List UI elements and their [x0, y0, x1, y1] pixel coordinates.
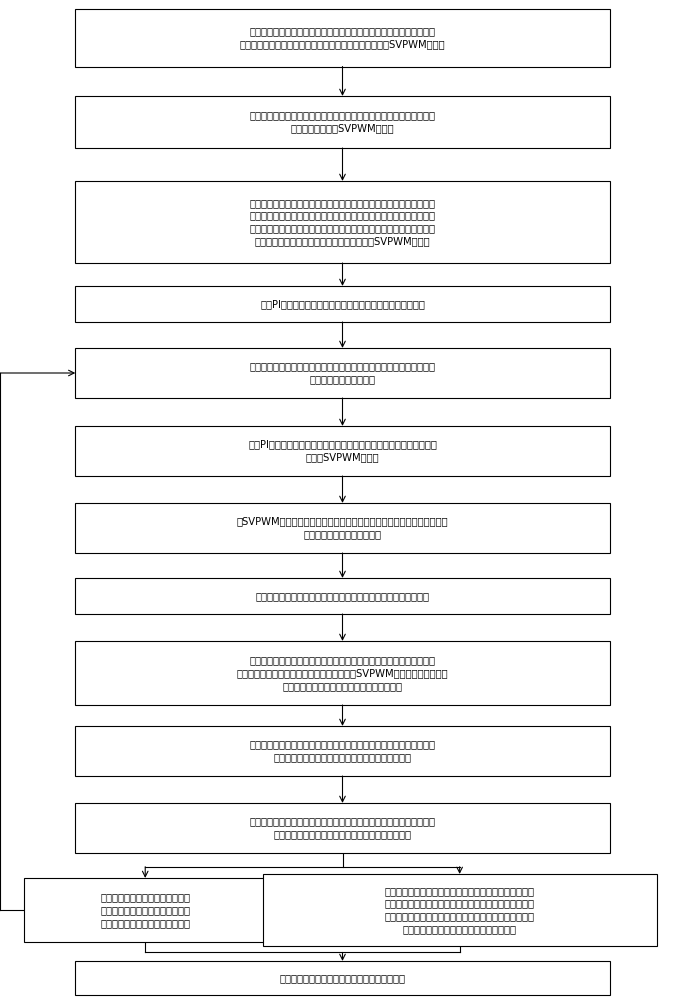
- FancyBboxPatch shape: [75, 426, 610, 476]
- Text: 采用第二电流互感器采集三相转子电流，将三相转子电流
进行克拉克变换和帕克变换，获得反馈转子电流，并将反
馈转子电流与给定转子励磁电流进行比较做差，将偏差值
发送: 采用第二电流互感器采集三相转子电流，将三相转子电流 进行克拉克变换和帕克变换，获…: [385, 886, 534, 934]
- Text: 当电机转子的转动频率与目标频率相等时，结束: 当电机转子的转动频率与目标频率相等时，结束: [279, 973, 406, 983]
- Text: 采用码盘检测电机转子的实际转动频率，并将实际转动频率进行角度变
换，获得实际转子机械空间电角度，并反馈至SVPWM模块，实现对励磁电
流空间磁链电角度调节，即对: 采用码盘检测电机转子的实际转动频率，并将实际转动频率进行角度变 换，获得实际转子…: [237, 655, 448, 691]
- Text: 在SVPWM模块中采用空间矢量调制方法对参考电压矢量进行处理，获得逆
变器中六个开关管的控制信号: 在SVPWM模块中采用空间矢量调制方法对参考电压矢量进行处理，获得逆 变器中六个…: [237, 517, 448, 539]
- FancyBboxPatch shape: [75, 503, 610, 553]
- FancyBboxPatch shape: [75, 961, 610, 995]
- FancyBboxPatch shape: [75, 348, 610, 398]
- Text: 采用设置于电机定子上的电机位置传感器获得电机转子的初始机械空间
电角度，并发送至SVPWM模块中: 采用设置于电机定子上的电机位置传感器获得电机转子的初始机械空间 电角度，并发送至…: [249, 111, 436, 133]
- Text: 采用转子电流计算模块对转子励磁频率进行计算获得给定转子励磁电流
，并发送至电流环调节器: 采用转子电流计算模块对转子励磁频率进行计算获得给定转子励磁电流 ，并发送至电流环…: [249, 362, 436, 384]
- Text: 设定目标频率，根据实际需求确定电机为正转或反转，根据电网工频与
目标频率之间的关系获得励磁目标频率，将励磁目标频率发送至转速环
调节器中，并将励磁目标频率通过角: 设定目标频率，根据实际需求确定电机为正转或反转，根据电网工频与 目标频率之间的关…: [249, 198, 436, 246]
- Text: 采用PI控制算法对励磁目标频率进行计算，获得转子励磁频率: 采用PI控制算法对励磁目标频率进行计算，获得转子励磁频率: [260, 299, 425, 309]
- Text: 将码盘检测到的实际转子转动频率与同步频率比较做差，获得励磁反馈
频率，并计算出新的反电势反馈至转子电流计算模块: 将码盘检测到的实际转子转动频率与同步频率比较做差，获得励磁反馈 频率，并计算出新…: [249, 740, 436, 762]
- FancyBboxPatch shape: [75, 803, 610, 853]
- Text: 逆变器发送驱动电压信号至电机，产生三相转子电流控制电机转动: 逆变器发送驱动电压信号至电机，产生三相转子电流控制电机转动: [256, 591, 429, 601]
- FancyBboxPatch shape: [75, 726, 610, 776]
- Text: 采用第一电流互感器检测电网三相电流，并将采集到的电网三相电流通
过定子磁链计算模块计算获得定子磁链电角度，并发送至SVPWM模块中: 采用第一电流互感器检测电网三相电流，并将采集到的电网三相电流通 过定子磁链计算模…: [240, 26, 445, 49]
- FancyBboxPatch shape: [75, 8, 610, 66]
- Text: 将码盘检测到的实际转子转动频率与同步频率比较做差，获得励磁反馈
频率，并计算出新的反电势反馈至转子电流计算模块: 将码盘检测到的实际转子转动频率与同步频率比较做差，获得励磁反馈 频率，并计算出新…: [249, 817, 436, 839]
- FancyBboxPatch shape: [75, 578, 610, 614]
- FancyBboxPatch shape: [75, 641, 610, 705]
- FancyBboxPatch shape: [23, 878, 266, 942]
- FancyBboxPatch shape: [75, 181, 610, 263]
- Text: 采用PI控制算法对给定转子励磁电流进行计算，获得参考电压矢量，并
发送至SVPWM模块中: 采用PI控制算法对给定转子励磁电流进行计算，获得参考电压矢量，并 发送至SVPW…: [248, 440, 437, 462]
- Text: 将励磁反馈频率与励磁目标频率进
行比较做差，并将偏差值发送至转
速环调节器获得新的转子励磁频率: 将励磁反馈频率与励磁目标频率进 行比较做差，并将偏差值发送至转 速环调节器获得新…: [100, 892, 190, 928]
- FancyBboxPatch shape: [75, 96, 610, 148]
- FancyBboxPatch shape: [263, 874, 656, 946]
- FancyBboxPatch shape: [75, 286, 610, 322]
